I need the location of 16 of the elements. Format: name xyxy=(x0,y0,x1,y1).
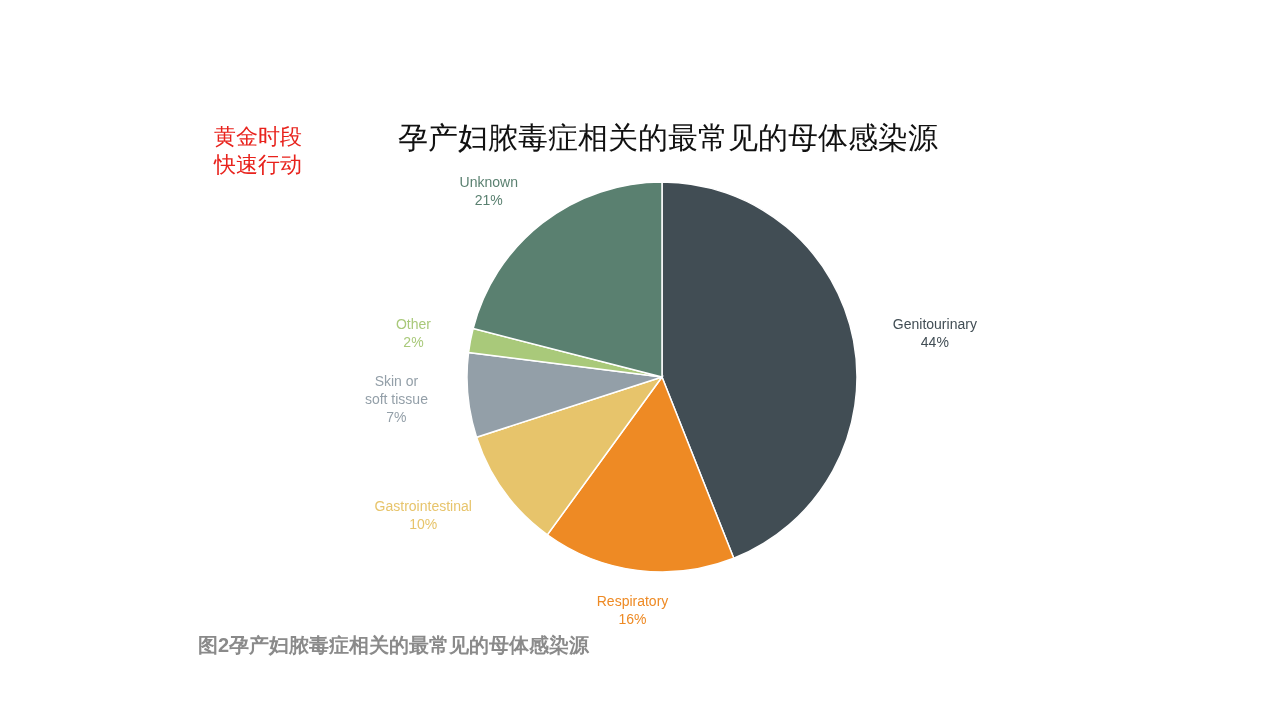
slice-label: Gastrointestinal xyxy=(374,498,472,515)
text: 黄金时段 xyxy=(214,124,302,149)
caption: 图2孕产妇脓毒症相关的最常见的母体感染源 xyxy=(198,634,591,656)
slice-label: Genitourinary xyxy=(892,315,977,332)
slice-label: Other xyxy=(395,315,432,332)
slice-label: Skin or soft tissue xyxy=(364,373,429,408)
slice-label: Respiratory xyxy=(596,593,669,610)
text: 快速行动 xyxy=(213,152,302,177)
data-label: 10% xyxy=(409,516,438,533)
data-label: 44% xyxy=(920,333,949,350)
data-label: 7% xyxy=(386,409,407,426)
slice-label: Unknown xyxy=(459,174,518,191)
data-label: 16% xyxy=(618,611,647,628)
data-label: 2% xyxy=(403,333,424,350)
data-label: 21% xyxy=(474,192,503,209)
chart-title: 孕产妇脓毒症相关的最常见的母体感染源 xyxy=(398,121,938,154)
